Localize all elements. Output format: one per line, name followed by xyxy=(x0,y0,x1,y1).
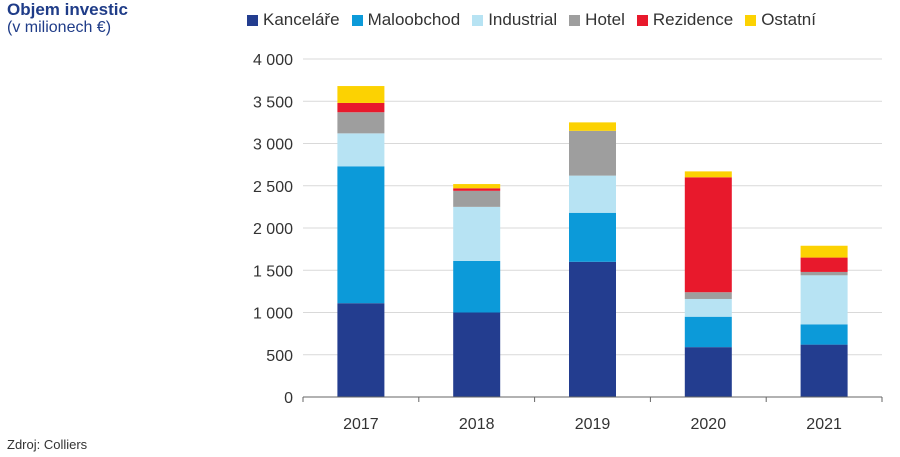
x-tick-label: 2021 xyxy=(806,416,842,433)
legend-item: Kanceláře xyxy=(247,10,340,30)
bar-segment xyxy=(453,188,501,191)
legend-swatch xyxy=(569,14,581,26)
bar-segment xyxy=(569,130,616,176)
bar-segment xyxy=(800,324,848,345)
y-axis: 0 500 1 000 1 500 2 000 2 500 3 000 3 500 4 000 xyxy=(253,52,293,407)
bar-segment xyxy=(453,190,501,207)
y-tick-label: 500 xyxy=(266,348,293,365)
y-tick-label: 1 500 xyxy=(253,263,293,280)
bar-segment xyxy=(569,122,616,131)
legend-item: Industrial xyxy=(472,10,557,30)
legend-label: Ostatní xyxy=(761,10,816,29)
legend-label: Industrial xyxy=(488,10,558,29)
legend-item: Ostatní xyxy=(745,10,816,30)
y-tick-label: 3 000 xyxy=(253,137,293,154)
grid-lines xyxy=(303,58,882,356)
bar-segment xyxy=(800,257,848,272)
bar-segment xyxy=(684,171,732,178)
chart-subtitle: (v milionech €) xyxy=(7,19,112,36)
bar-segment xyxy=(337,133,385,167)
y-tick-label: 1 000 xyxy=(253,306,293,323)
bar-segment xyxy=(684,298,732,317)
bar-segment xyxy=(337,166,385,304)
legend-label: Maloobchod xyxy=(367,10,461,29)
x-tick-label: 2020 xyxy=(691,416,727,433)
bars xyxy=(337,86,848,397)
x-tick-label: 2019 xyxy=(575,416,611,433)
y-tick-label: 2 000 xyxy=(253,221,293,238)
bar-segment xyxy=(684,347,732,397)
bar-segment xyxy=(569,261,616,397)
legend-item: Rezidence xyxy=(636,10,734,30)
bar-segment xyxy=(684,177,732,293)
bar-segment xyxy=(569,212,616,262)
y-tick-label: 2 500 xyxy=(253,179,293,196)
legend-item: Maloobchod xyxy=(351,10,461,30)
bar-segment xyxy=(569,175,616,213)
bar-segment xyxy=(337,112,385,134)
legend-swatch xyxy=(351,14,363,26)
legend: Kanceláře Maloobchod Industrial Hotel Rezide… xyxy=(247,10,816,30)
bar-segment xyxy=(453,260,501,313)
x-tick-label: 2017 xyxy=(343,416,379,433)
legend-swatch xyxy=(636,14,648,26)
bar-segment xyxy=(337,86,385,103)
x-axis: 2017 2018 2019 2020 2021 xyxy=(302,396,883,433)
legend-swatch xyxy=(472,14,484,26)
legend-label: Kanceláře xyxy=(263,10,340,29)
x-tick-label: 2018 xyxy=(459,416,495,433)
y-tick-label: 4 000 xyxy=(253,52,293,69)
y-tick-label: 0 xyxy=(284,390,293,407)
legend-swatch xyxy=(247,14,258,26)
legend-item: Hotel xyxy=(569,10,625,30)
legend-label: Rezidence xyxy=(652,10,734,29)
chart-title: Objem investic xyxy=(7,0,128,19)
bar-segment xyxy=(337,303,385,397)
bar-segment xyxy=(453,184,501,189)
legend-swatch xyxy=(745,14,757,26)
bar-segment xyxy=(337,102,385,113)
source-note: Zdroj: Colliers xyxy=(7,437,88,452)
legend-label: Hotel xyxy=(585,10,625,29)
bar-segment xyxy=(800,275,848,325)
y-tick-label: 3 500 xyxy=(253,94,293,111)
bar-segment xyxy=(684,292,732,299)
bar-segment xyxy=(800,245,848,258)
bar-segment xyxy=(453,312,501,397)
bar-segment xyxy=(800,344,848,397)
bar-segment xyxy=(800,271,848,276)
bar-segment xyxy=(453,206,501,261)
bar-segment xyxy=(684,316,732,348)
